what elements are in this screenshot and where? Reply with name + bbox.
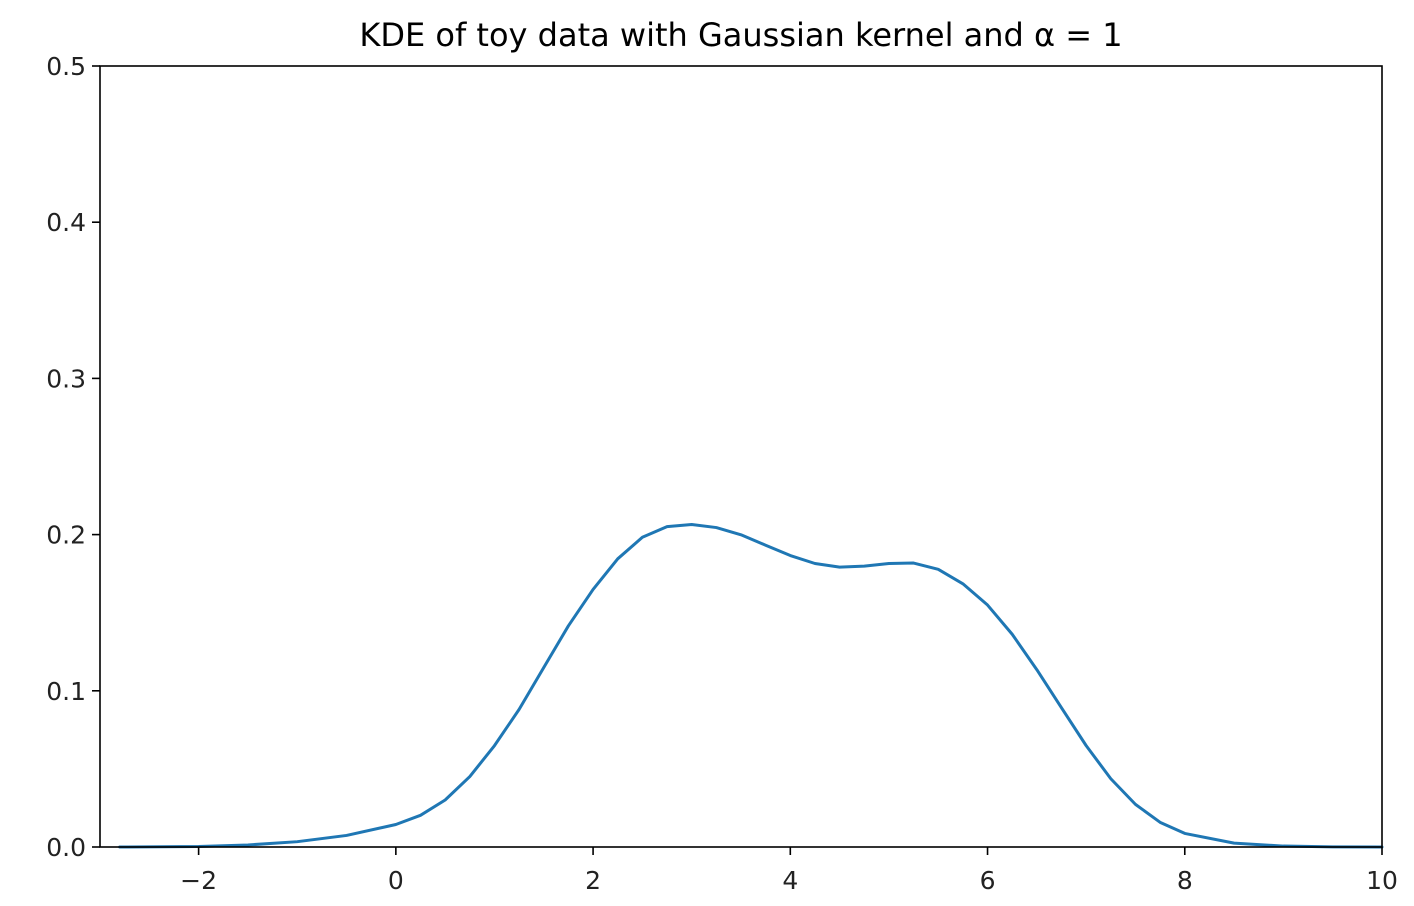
y-tick-label: 0.1 [46, 677, 86, 706]
kde-curve-line [118, 522, 1384, 849]
x-tick-label: 8 [1177, 866, 1193, 895]
chart-title: KDE of toy data with Gaussian kernel and… [359, 16, 1122, 54]
axes-frame [99, 65, 1383, 848]
y-tick-label: 0.5 [46, 52, 86, 81]
y-tick-label: 0.0 [46, 833, 86, 862]
plot-area: −2 0 2 4 6 8 10 0.0 0.1 0.2 0.3 0.4 0.5 [46, 52, 1398, 895]
x-tick-label: −2 [180, 866, 217, 895]
x-tick-label: 10 [1366, 866, 1398, 895]
x-tick-label: 0 [388, 866, 404, 895]
x-tick-label: 4 [782, 866, 798, 895]
y-tick-label: 0.2 [46, 521, 86, 550]
x-tick-label: 6 [980, 866, 996, 895]
y-tick-label: 0.4 [46, 208, 86, 237]
x-tick-label: 2 [585, 866, 601, 895]
y-tick-label: 0.3 [46, 364, 86, 393]
